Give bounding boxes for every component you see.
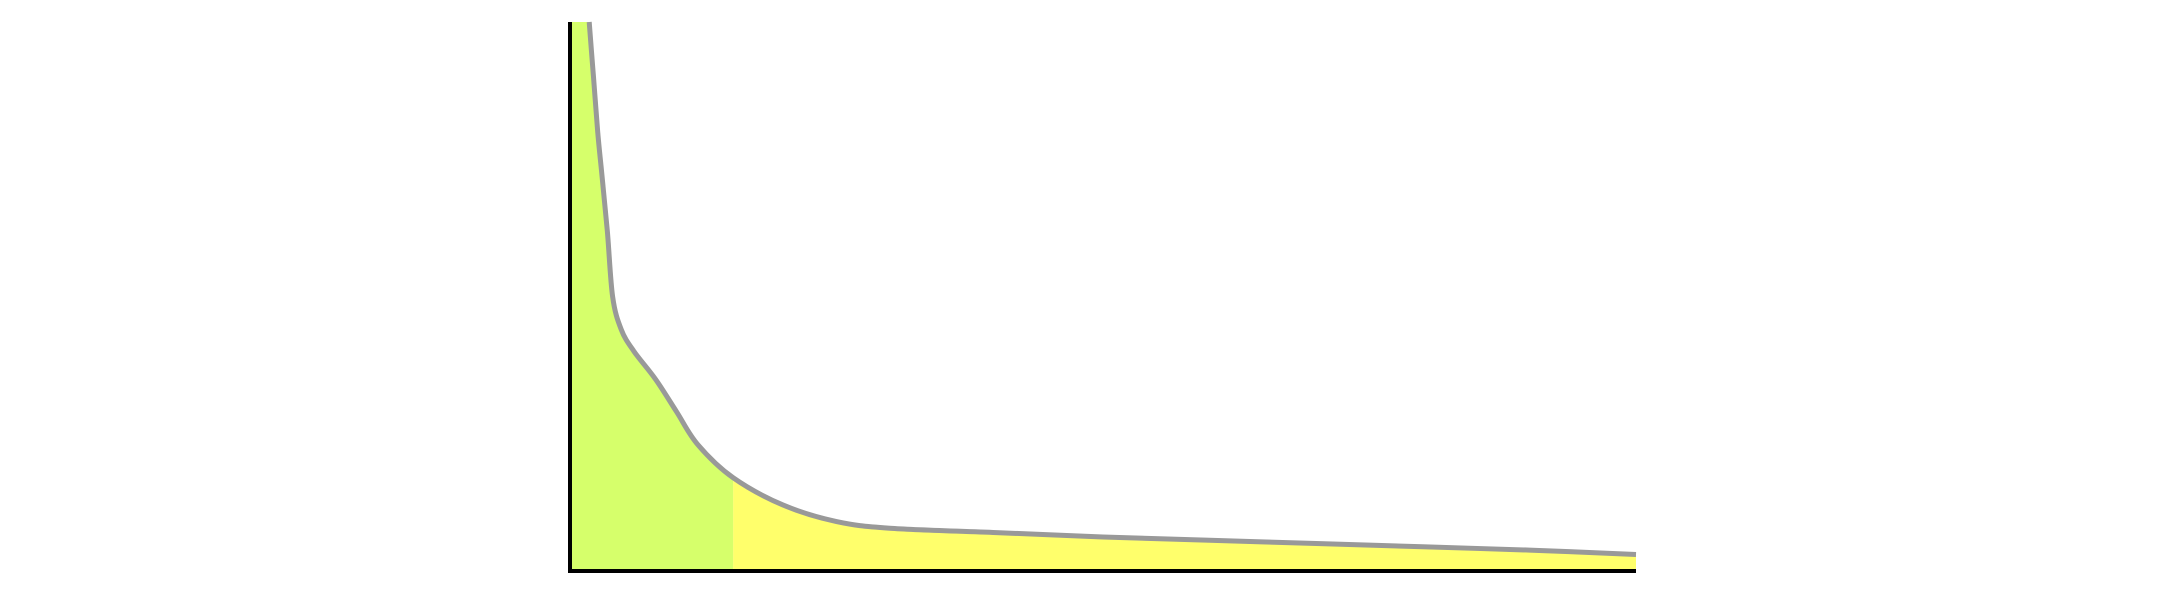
- plot-area: [568, 21, 1637, 573]
- series-line: [586, 21, 1637, 557]
- head-area: [570, 22, 734, 571]
